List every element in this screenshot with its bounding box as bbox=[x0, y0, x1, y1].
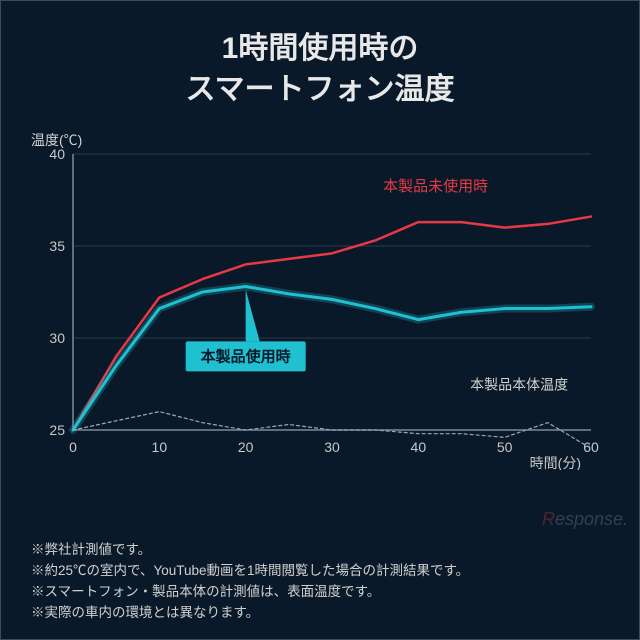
svg-text:30: 30 bbox=[324, 439, 340, 455]
line-chart: 253035400102030405060時間(分)本製品未使用時本製品使用時本… bbox=[31, 130, 611, 470]
svg-text:10: 10 bbox=[152, 439, 168, 455]
svg-text:60: 60 bbox=[583, 439, 599, 455]
svg-text:35: 35 bbox=[49, 238, 65, 254]
svg-text:50: 50 bbox=[497, 439, 513, 455]
footnotes: ※弊社計測値です。 ※約25℃の室内で、YouTube動画を1時間閲覧した場合の… bbox=[31, 540, 609, 624]
svg-text:25: 25 bbox=[49, 422, 65, 438]
svg-text:30: 30 bbox=[49, 330, 65, 346]
svg-text:0: 0 bbox=[69, 439, 77, 455]
svg-text:本製品本体温度: 本製品本体温度 bbox=[470, 377, 568, 393]
title-line-1: 1時間使用時の bbox=[222, 32, 419, 65]
y-axis-label: 温度(℃) bbox=[31, 130, 82, 150]
title-line-2: スマートフォン温度 bbox=[185, 73, 454, 106]
footnote: ※弊社計測値です。 bbox=[31, 540, 609, 561]
svg-text:40: 40 bbox=[411, 439, 427, 455]
svg-text:本製品未使用時: 本製品未使用時 bbox=[383, 178, 488, 195]
chart-area: 温度(℃) 253035400102030405060時間(分)本製品未使用時本… bbox=[31, 130, 609, 528]
footnote: ※約25℃の室内で、YouTube動画を1時間閲覧した場合の計測結果です。 bbox=[31, 561, 609, 582]
svg-text:時間(分): 時間(分) bbox=[530, 455, 581, 470]
chart-title: 1時間使用時の スマートフォン温度 bbox=[31, 29, 609, 110]
svg-text:20: 20 bbox=[238, 439, 254, 455]
footnote: ※スマートフォン・製品本体の計測値は、表面温度です。 bbox=[31, 582, 609, 603]
svg-text:本製品使用時: 本製品使用時 bbox=[201, 347, 291, 365]
footnote: ※実際の車内の環境とは異なります。 bbox=[31, 603, 609, 624]
